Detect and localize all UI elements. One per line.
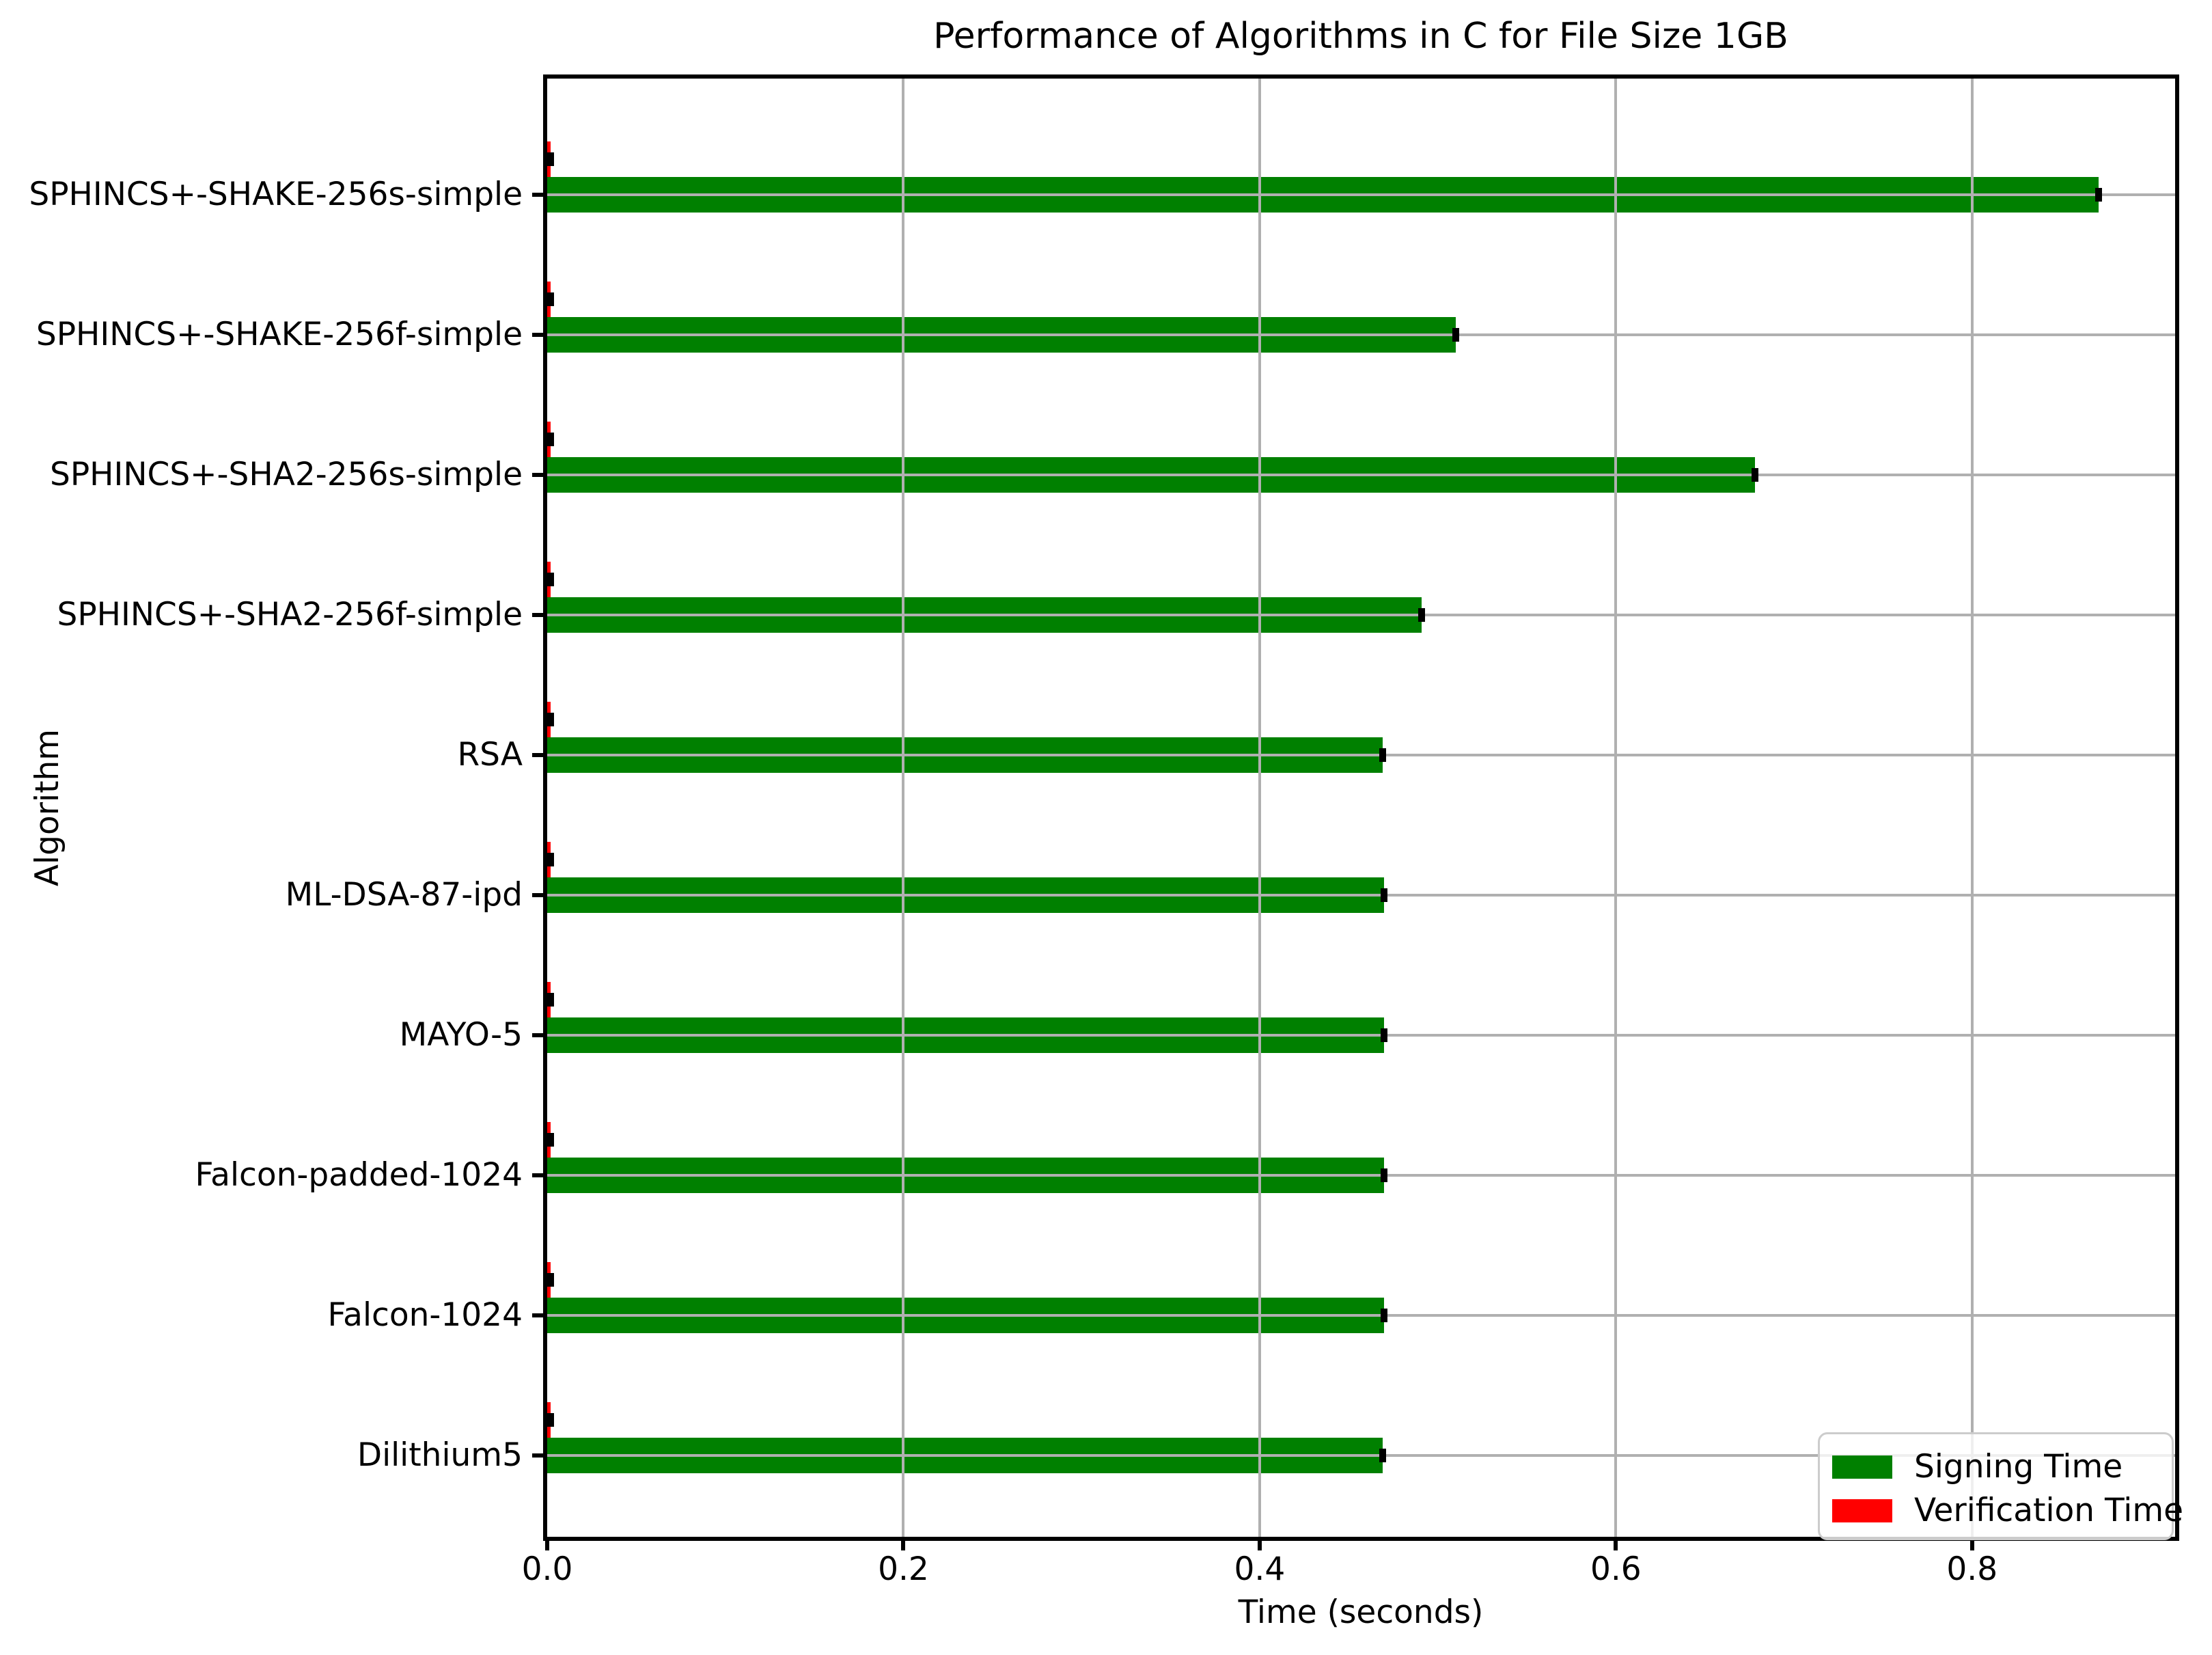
y-gridline (547, 333, 2175, 336)
signing-errorbar (1381, 888, 1388, 902)
y-gridline (547, 614, 2175, 616)
verification-errorbar (547, 1413, 555, 1427)
legend-label-signing: Signing Time (1914, 1448, 2123, 1486)
signing-errorbar (1381, 1168, 1388, 1182)
y-tick-label: SPHINCS+-SHA2-256s-simple (49, 456, 523, 493)
y-tick-label: Falcon-1024 (327, 1296, 523, 1334)
legend-item-signing: Signing Time (1832, 1445, 2159, 1489)
y-axis-title: Algorithm (29, 728, 66, 887)
x-gridline (1970, 79, 1974, 1537)
x-tick-label: 0.4 (1234, 1550, 1286, 1588)
legend-item-verification: Verification Time (1832, 1489, 2183, 1533)
signing-errorbar (1381, 1309, 1388, 1322)
y-axis-tick (532, 193, 543, 197)
signing-errorbar (1381, 1028, 1388, 1042)
y-gridline (547, 1174, 2175, 1177)
y-tick-label: ML-DSA-87-ipd (285, 876, 523, 914)
y-tick-label: SPHINCS+-SHAKE-256s-simple (29, 176, 523, 213)
signing-errorbar (1452, 328, 1459, 342)
verification-errorbar (547, 292, 555, 306)
x-tick-label: 0.8 (1946, 1550, 1998, 1588)
signing-errorbar (2095, 188, 2102, 202)
legend-label-verification: Verification Time (1914, 1492, 2184, 1529)
verification-errorbar (547, 713, 555, 726)
verification-errorbar (547, 573, 555, 586)
x-axis-tick (1614, 1537, 1618, 1550)
y-gridline (547, 474, 2175, 476)
x-axis-tick (545, 1537, 549, 1550)
y-tick-label: MAYO-5 (399, 1016, 523, 1054)
y-tick-label: SPHINCS+-SHA2-256f-simple (57, 596, 523, 633)
signing-swatch (1832, 1455, 1892, 1479)
y-axis-tick (532, 753, 543, 757)
chart-title: Performance of Algorithms in C for File … (933, 16, 1788, 57)
y-gridline (547, 894, 2175, 897)
x-tick-label: 0.0 (521, 1550, 573, 1588)
signing-errorbar (1418, 608, 1426, 622)
x-axis-title: Time (seconds) (1238, 1594, 1484, 1631)
y-gridline (547, 193, 2175, 196)
y-axis-tick (532, 1313, 543, 1317)
y-axis-tick (532, 613, 543, 617)
y-axis-tick (532, 473, 543, 477)
y-tick-label: Dilithium5 (357, 1436, 523, 1474)
signing-errorbar (1379, 748, 1386, 762)
y-gridline (547, 1314, 2175, 1317)
y-axis-tick (532, 893, 543, 897)
verification-errorbar (547, 433, 555, 446)
x-gridline (1258, 79, 1261, 1537)
verification-errorbar (547, 1133, 555, 1147)
x-tick-label: 0.6 (1590, 1550, 1642, 1588)
verification-swatch (1832, 1499, 1892, 1522)
y-tick-label: Falcon-padded-1024 (195, 1156, 523, 1194)
y-gridline (547, 1034, 2175, 1037)
y-axis-tick (532, 1033, 543, 1037)
y-tick-label: RSA (457, 736, 523, 774)
verification-errorbar (547, 853, 555, 866)
verification-errorbar (547, 152, 555, 166)
verification-errorbar (547, 1273, 555, 1287)
x-axis-tick (901, 1537, 906, 1550)
y-axis-tick (532, 1173, 543, 1177)
y-tick-label: SPHINCS+-SHAKE-256f-simple (36, 316, 523, 353)
y-gridline (547, 754, 2175, 756)
x-tick-label: 0.2 (878, 1550, 929, 1588)
x-axis-tick (1257, 1537, 1262, 1550)
plot-area: 0.0 0.2 0.4 0.6 0.8 SPHINCS+-SHAKE-256s-simpl… (29, 74, 2179, 1588)
legend: Signing Time Verification Time (1818, 1432, 2183, 1540)
signing-errorbar (1751, 468, 1758, 482)
verification-errorbar (547, 993, 555, 1007)
x-axis-tick (1969, 1537, 1974, 1550)
signing-errorbar (1379, 1449, 1386, 1462)
y-axis-tick (532, 1453, 543, 1458)
x-gridline (902, 79, 905, 1537)
x-gridline (1614, 79, 1618, 1537)
y-gridline (547, 1454, 2175, 1457)
y-axis-tick (532, 333, 543, 337)
